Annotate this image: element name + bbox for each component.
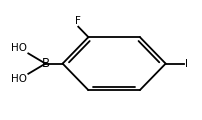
Text: B: B (41, 57, 49, 70)
Text: I: I (185, 59, 188, 69)
Text: HO: HO (11, 43, 27, 53)
Text: HO: HO (11, 74, 27, 84)
Text: F: F (75, 15, 81, 26)
